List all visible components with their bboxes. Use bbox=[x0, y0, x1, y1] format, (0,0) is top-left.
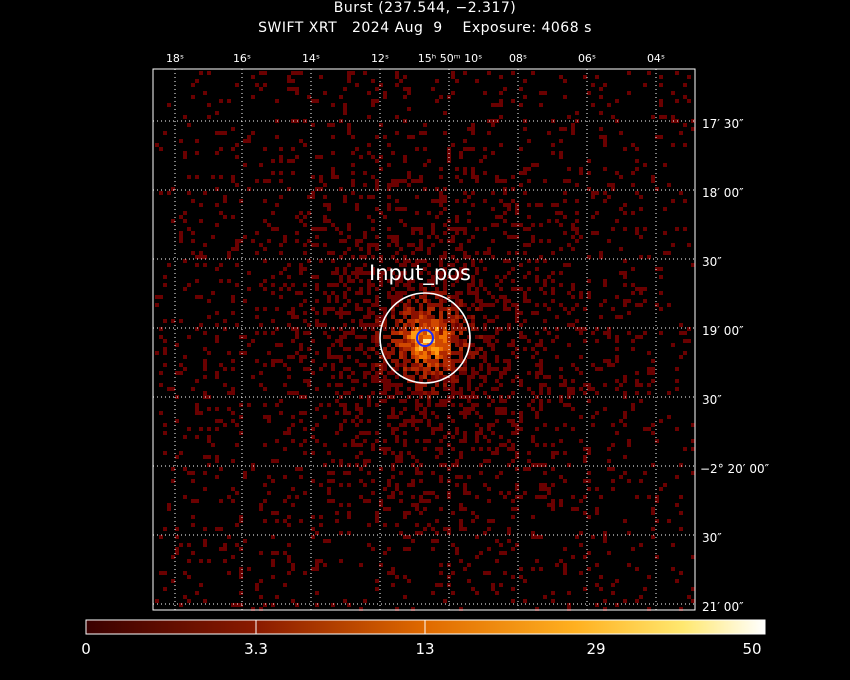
colorbar-label: 29 bbox=[586, 640, 606, 658]
colorbar-label: 13 bbox=[415, 640, 435, 658]
image-subtitle: SWIFT XRT 2024 Aug 9 Exposure: 4068 s bbox=[258, 20, 592, 36]
ra-tick-label: 14ˢ bbox=[302, 52, 320, 65]
ra-tick-label: 04ˢ bbox=[647, 52, 665, 65]
ra-tick-label: 08ˢ bbox=[509, 52, 527, 65]
colorbar-label: 3.3 bbox=[244, 640, 268, 658]
dec-tick-label: −2° 20′ 00″ bbox=[700, 462, 770, 476]
dec-tick-label: 19′ 00″ bbox=[702, 324, 744, 338]
dec-tick-label: 21′ 00″ bbox=[702, 600, 744, 614]
dec-tick-label: 30″ bbox=[702, 531, 722, 545]
dec-tick-label: 18′ 00″ bbox=[702, 186, 744, 200]
ra-tick-label: 12ˢ bbox=[371, 52, 389, 65]
dec-tick-label: 30″ bbox=[702, 255, 722, 269]
ra-tick-label: 16ˢ bbox=[233, 52, 251, 65]
image-frame bbox=[152, 68, 696, 611]
colorbar-label: 0 bbox=[81, 640, 91, 658]
dec-tick-label: 17′ 30″ bbox=[702, 117, 744, 131]
colorbar-label: 50 bbox=[742, 640, 762, 658]
source-region-circle bbox=[379, 292, 471, 384]
ra-tick-label: 06ˢ bbox=[578, 52, 596, 65]
source-label: Input_pos bbox=[369, 261, 471, 286]
position-marker-circle bbox=[416, 329, 434, 347]
ra-tick-label: 18ˢ bbox=[166, 52, 184, 65]
photon-pixels bbox=[155, 71, 695, 611]
ra-tick-label: 15ʰ 50ᵐ 10ˢ bbox=[418, 52, 482, 65]
image-title: Burst (237.544, −2.317) bbox=[333, 0, 517, 16]
dec-tick-label: 30″ bbox=[702, 393, 722, 407]
